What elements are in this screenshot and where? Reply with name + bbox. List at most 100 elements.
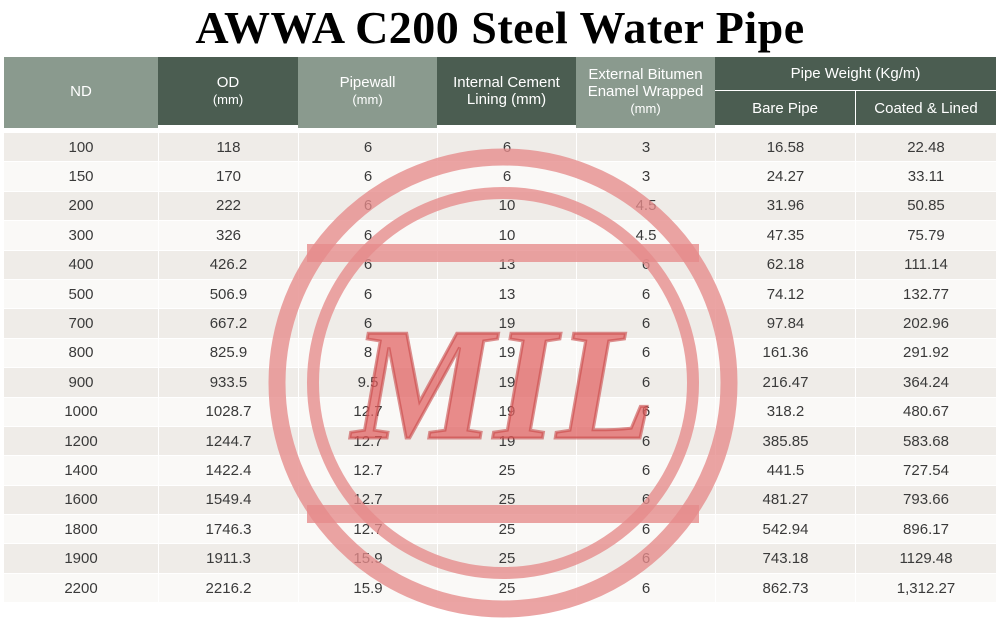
cell-pipewall: 6 bbox=[298, 250, 437, 279]
header-bare-pipe: Bare Pipe bbox=[715, 91, 855, 125]
table-row: 800 825.9 8 19 6 161.36 291.92 bbox=[4, 338, 996, 369]
header-coated-lined: Coated & Lined bbox=[855, 91, 996, 125]
cell-cement-lining: 13 bbox=[437, 279, 576, 309]
header-bitumen-line1: External Bitumen bbox=[588, 65, 703, 83]
cell-od: 667.2 bbox=[158, 309, 298, 338]
cell-bare-pipe: 161.36 bbox=[715, 338, 855, 368]
table-row: 200 222 6 10 4.5 31.96 50.85 bbox=[4, 191, 996, 222]
cell-pipewall: 6 bbox=[298, 162, 437, 191]
cell-bitumen: 6 bbox=[576, 309, 715, 338]
header-weight-label: Pipe Weight (Kg/m) bbox=[715, 57, 996, 91]
cell-pipewall: 6 bbox=[298, 221, 437, 250]
header-weight-group: Pipe Weight (Kg/m) Bare Pipe Coated & Li… bbox=[715, 57, 996, 125]
header-bitumen: External Bitumen Enamel Wrapped (mm) bbox=[576, 57, 715, 125]
cell-cement-lining: 25 bbox=[437, 573, 576, 603]
cell-od: 326 bbox=[158, 221, 298, 250]
cell-cement-lining: 10 bbox=[437, 191, 576, 221]
cell-cement-lining: 6 bbox=[437, 133, 576, 162]
cell-od: 2216.2 bbox=[158, 573, 298, 603]
cell-cement-lining: 19 bbox=[437, 426, 576, 456]
cell-cement-lining: 19 bbox=[437, 397, 576, 426]
cell-cement-lining: 25 bbox=[437, 544, 576, 573]
header-od-unit: (mm) bbox=[212, 92, 244, 107]
cell-od: 506.9 bbox=[158, 279, 298, 309]
header-nd-label: ND bbox=[70, 82, 92, 100]
table-row: 400 426.2 6 13 6 62.18 111.14 bbox=[4, 250, 996, 280]
cell-nd: 300 bbox=[68, 226, 94, 244]
cell-bitumen: 6 bbox=[576, 456, 715, 485]
table-row: 300 326 6 10 4.5 47.35 75.79 bbox=[4, 221, 996, 251]
cell-bare-pipe: 481.27 bbox=[715, 485, 855, 515]
header-pipewall: Pipewall (mm) bbox=[298, 57, 437, 125]
table-row: 2200 2216.2 15.9 25 6 862.73 1,312.27 bbox=[4, 573, 996, 604]
table-row: 1400 1422.4 12.7 25 6 441.5 727.54 bbox=[4, 456, 996, 486]
cell-bitumen: 6 bbox=[576, 544, 715, 573]
cell-pipewall: 6 bbox=[298, 309, 437, 338]
header-od-label: OD bbox=[216, 74, 240, 91]
cell-bitumen: 6 bbox=[576, 338, 715, 368]
cell-nd: 900 bbox=[68, 373, 94, 391]
spec-table: ND OD (mm) Pipewall (mm) Internal Cement… bbox=[4, 57, 996, 604]
cell-bare-pipe: 441.5 bbox=[715, 456, 855, 485]
cell-coated-lined: 1129.48 bbox=[855, 544, 996, 573]
cell-nd: 1600 bbox=[64, 491, 98, 509]
cell-od: 933.5 bbox=[158, 368, 298, 397]
cell-bitumen: 6 bbox=[576, 426, 715, 456]
cell-bare-pipe: 74.12 bbox=[715, 279, 855, 309]
table-row: 900 933.5 9.5 19 6 216.47 364.24 bbox=[4, 368, 996, 398]
cell-bare-pipe: 62.18 bbox=[715, 250, 855, 279]
table-body: 100 118 6 6 3 16.58 22.48 150 170 6 6 3 24.27 33.11 20… bbox=[4, 133, 996, 604]
cell-nd: 1800 bbox=[64, 520, 98, 538]
cell-bare-pipe: 97.84 bbox=[715, 309, 855, 338]
cell-bitumen: 6 bbox=[576, 397, 715, 426]
cell-coated-lined: 132.77 bbox=[855, 279, 996, 309]
cell-nd: 150 bbox=[68, 168, 94, 186]
cell-bitumen: 3 bbox=[576, 162, 715, 191]
cell-bare-pipe: 542.94 bbox=[715, 515, 855, 544]
cell-od: 426.2 bbox=[158, 250, 298, 279]
cell-od: 1911.3 bbox=[158, 544, 298, 573]
cell-coated-lined: 50.85 bbox=[855, 191, 996, 221]
cell-coated-lined: 1,312.27 bbox=[855, 573, 996, 603]
cell-bare-pipe: 24.27 bbox=[715, 162, 855, 191]
cell-bare-pipe: 318.2 bbox=[715, 397, 855, 426]
cell-nd: 1200 bbox=[64, 432, 98, 450]
cell-coated-lined: 793.66 bbox=[855, 485, 996, 515]
cell-pipewall: 15.9 bbox=[298, 573, 437, 603]
cell-cement-lining: 25 bbox=[437, 485, 576, 515]
header-cement-line1: Internal Cement bbox=[453, 74, 560, 91]
cell-coated-lined: 291.92 bbox=[855, 338, 996, 368]
cell-nd: 100 bbox=[68, 138, 94, 156]
cell-nd: 200 bbox=[68, 197, 94, 215]
cell-nd: 800 bbox=[68, 344, 94, 362]
cell-od: 1746.3 bbox=[158, 515, 298, 544]
cell-nd: 400 bbox=[68, 256, 94, 274]
cell-pipewall: 12.7 bbox=[298, 397, 437, 426]
table-header: ND OD (mm) Pipewall (mm) Internal Cement… bbox=[4, 57, 996, 128]
table-row: 1600 1549.4 12.7 25 6 481.27 793.66 bbox=[4, 485, 996, 516]
cell-bitumen: 6 bbox=[576, 485, 715, 515]
header-bitumen-line2: Enamel Wrapped bbox=[587, 82, 704, 100]
cell-od: 170 bbox=[158, 162, 298, 191]
table-row: 1800 1746.3 12.7 25 6 542.94 896.17 bbox=[4, 515, 996, 545]
cell-coated-lined: 75.79 bbox=[855, 221, 996, 250]
cell-od: 825.9 bbox=[158, 338, 298, 368]
header-tab-nd bbox=[4, 125, 158, 128]
cell-bitumen: 3 bbox=[576, 133, 715, 162]
cell-bitumen: 4.5 bbox=[576, 191, 715, 221]
cell-pipewall: 12.7 bbox=[298, 515, 437, 544]
table-row: 700 667.2 6 19 6 97.84 202.96 bbox=[4, 309, 996, 339]
header-cement-line2: Lining (mm) bbox=[466, 91, 547, 108]
cell-pipewall: 12.7 bbox=[298, 426, 437, 456]
cell-coated-lined: 22.48 bbox=[855, 133, 996, 162]
cell-od: 1028.7 bbox=[158, 397, 298, 426]
cell-bare-pipe: 216.47 bbox=[715, 368, 855, 397]
cell-bitumen: 6 bbox=[576, 573, 715, 603]
cell-bitumen: 6 bbox=[576, 279, 715, 309]
cell-cement-lining: 25 bbox=[437, 456, 576, 485]
cell-pipewall: 15.9 bbox=[298, 544, 437, 573]
cell-bare-pipe: 862.73 bbox=[715, 573, 855, 603]
cell-nd: 700 bbox=[68, 315, 94, 333]
cell-coated-lined: 583.68 bbox=[855, 426, 996, 456]
cell-pipewall: 6 bbox=[298, 279, 437, 309]
